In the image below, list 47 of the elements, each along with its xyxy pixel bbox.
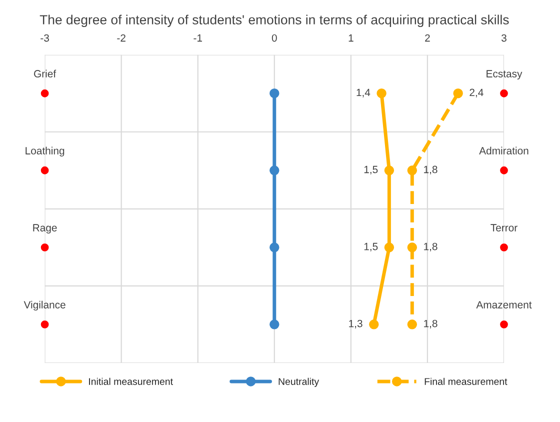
point <box>40 166 49 174</box>
point <box>384 166 394 176</box>
annotation: Terror <box>490 224 518 232</box>
annotation: Amazement <box>476 301 532 308</box>
y-tick-label: Grief <box>34 70 56 78</box>
data-label: 1,8 <box>424 320 438 328</box>
point <box>500 166 508 174</box>
point <box>407 166 418 176</box>
x-tick-label: -2 <box>117 34 126 42</box>
point <box>369 320 379 330</box>
point <box>500 320 508 328</box>
point <box>500 89 508 98</box>
data-label: 1,4 <box>356 88 370 98</box>
data-label: 1,8 <box>424 166 438 174</box>
point <box>407 320 418 330</box>
y-tick-label: Loathing <box>26 146 64 156</box>
point <box>376 88 386 98</box>
x-tick-label: 3 <box>502 34 506 42</box>
x-tick-label: 1 <box>348 34 354 42</box>
x-tick-label: 0 <box>272 34 277 42</box>
x-tick-label: -3 <box>40 34 49 42</box>
data-label: 1,5 <box>364 166 378 174</box>
point <box>407 242 418 252</box>
point <box>384 242 394 252</box>
data-label: 1,3 <box>349 320 362 328</box>
point <box>270 242 280 252</box>
point <box>270 320 280 330</box>
legend-label: Final measurement <box>424 378 508 385</box>
point <box>500 243 508 252</box>
x-tick-label: -1 <box>194 34 202 42</box>
legend-label: Initial measurement <box>89 378 173 385</box>
point <box>270 166 280 176</box>
point <box>453 88 463 98</box>
legend-label: Neutrality <box>278 378 320 387</box>
annotation: Admiration <box>479 146 528 154</box>
point <box>270 88 280 98</box>
data-label: 1,5 <box>364 242 378 252</box>
point <box>40 243 49 252</box>
point <box>40 89 49 98</box>
y-tick-label: Vigilance <box>24 300 66 311</box>
data-label: 2,4 <box>470 88 484 98</box>
annotation: Ecstasy <box>486 70 522 80</box>
data-label: 1,8 <box>424 242 438 252</box>
x-tick-label: 2 <box>425 34 430 42</box>
chart-title: The degree of intensity of students' emotions in terms of acquiring practical skills <box>40 14 509 28</box>
point <box>40 320 49 328</box>
y-tick-label: Rage <box>33 224 57 234</box>
